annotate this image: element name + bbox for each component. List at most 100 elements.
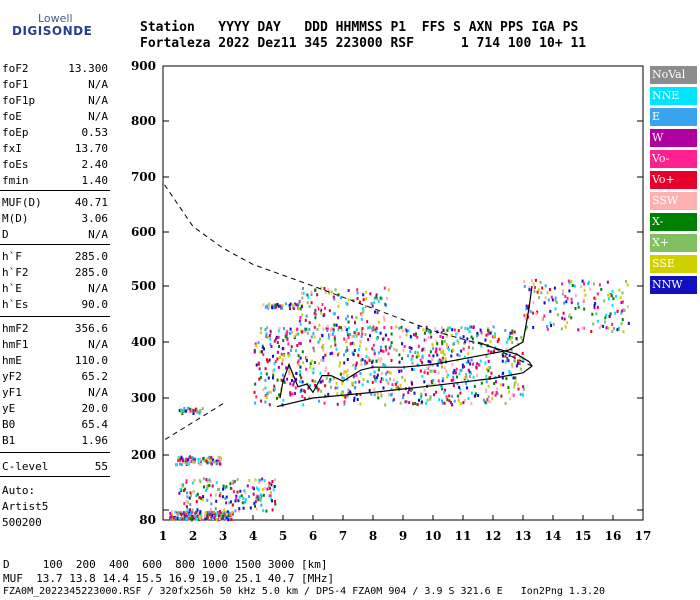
logo-digisonde: DIGISONDE — [12, 24, 93, 38]
echo-point — [200, 496, 203, 500]
echo-point — [332, 330, 335, 334]
echo-point — [563, 301, 566, 305]
echo-point — [379, 331, 382, 335]
echo-point — [191, 510, 193, 514]
echo-point — [463, 355, 466, 359]
echo-point — [341, 376, 344, 380]
echo-point — [196, 514, 199, 518]
echo-point — [275, 335, 278, 339]
echo-point — [568, 312, 571, 316]
echo-point — [260, 371, 263, 375]
echo-point — [353, 349, 356, 352]
echo-point — [185, 505, 188, 509]
echo-point — [451, 328, 454, 332]
echo-point — [208, 513, 211, 517]
echo-point — [581, 327, 584, 330]
echo-point — [373, 301, 376, 305]
echo-point — [269, 342, 272, 346]
echo-point — [276, 378, 279, 382]
echo-point — [458, 354, 461, 358]
echo-point — [487, 327, 489, 331]
auto-artist: Artist5 — [2, 500, 49, 513]
echo-point — [184, 487, 187, 491]
echo-point — [183, 516, 186, 520]
echo-point — [543, 301, 546, 305]
echo-point — [288, 331, 291, 335]
echo-point — [375, 359, 378, 363]
echo-point — [418, 398, 420, 402]
echo-point — [187, 517, 190, 521]
echo-point — [310, 293, 313, 296]
echo-point — [301, 380, 304, 384]
echo-point — [259, 376, 262, 380]
echo-point — [511, 393, 514, 397]
echo-point — [509, 331, 512, 335]
echo-point — [370, 392, 373, 396]
echo-point — [298, 307, 301, 310]
echo-point — [525, 304, 528, 308]
echo-point — [313, 379, 316, 383]
echo-point — [286, 377, 289, 381]
echo-point — [208, 478, 211, 482]
muf-row: MUF 13.7 13.8 14.4 15.5 16.9 19.0 25.1 4… — [3, 572, 335, 585]
echo-point — [613, 327, 615, 330]
echo-point — [464, 326, 467, 330]
echo-point — [383, 326, 386, 329]
echo-point — [374, 310, 376, 314]
echo-point — [206, 479, 209, 483]
echo-point — [373, 370, 376, 374]
echo-point — [353, 399, 356, 402]
echo-point — [550, 324, 552, 328]
echo-point — [233, 490, 235, 494]
echo-point — [593, 306, 596, 310]
echo-point — [428, 383, 431, 387]
echo-point — [169, 515, 172, 519]
echo-point — [456, 394, 459, 398]
echo-point — [322, 356, 325, 359]
echo-point — [312, 346, 315, 350]
echo-point — [359, 393, 362, 397]
echo-point — [352, 335, 355, 338]
echo-point — [301, 296, 304, 300]
echo-point — [448, 399, 451, 403]
echo-point — [506, 358, 509, 362]
echo-point — [519, 392, 522, 396]
echo-point — [234, 499, 237, 503]
echo-point — [310, 359, 313, 363]
param-fmin: fmin 1.40 — [2, 174, 108, 190]
echo-point — [253, 501, 256, 505]
echo-point — [260, 350, 263, 354]
echo-point — [398, 326, 401, 330]
echo-point — [437, 379, 440, 383]
echo-point — [179, 487, 182, 491]
echo-point — [326, 324, 329, 328]
echo-point — [577, 328, 580, 332]
y-tick-label: 400 — [131, 335, 156, 349]
echo-point — [357, 332, 360, 336]
echo-point — [466, 386, 468, 390]
echo-point — [408, 401, 411, 405]
echo-point — [362, 310, 365, 314]
echo-point — [340, 296, 343, 300]
echo-point — [244, 491, 247, 495]
echo-point — [267, 376, 270, 380]
echo-point — [281, 346, 284, 350]
echo-point — [265, 372, 268, 376]
echo-point — [346, 369, 349, 373]
echo-point — [225, 501, 228, 505]
echo-point — [360, 359, 363, 363]
echo-point — [221, 511, 224, 515]
echo-point — [399, 383, 402, 387]
echo-point — [441, 365, 443, 369]
echo-point — [237, 499, 240, 503]
echo-point — [421, 400, 423, 404]
echo-point — [626, 305, 629, 309]
echo-point — [488, 400, 491, 404]
echo-point — [199, 512, 201, 515]
param-value: 285.0 — [74, 250, 108, 263]
echo-point — [304, 390, 307, 394]
echo-point — [607, 293, 610, 297]
echo-point — [302, 403, 305, 407]
echo-point — [336, 386, 339, 390]
echo-point — [195, 494, 198, 498]
